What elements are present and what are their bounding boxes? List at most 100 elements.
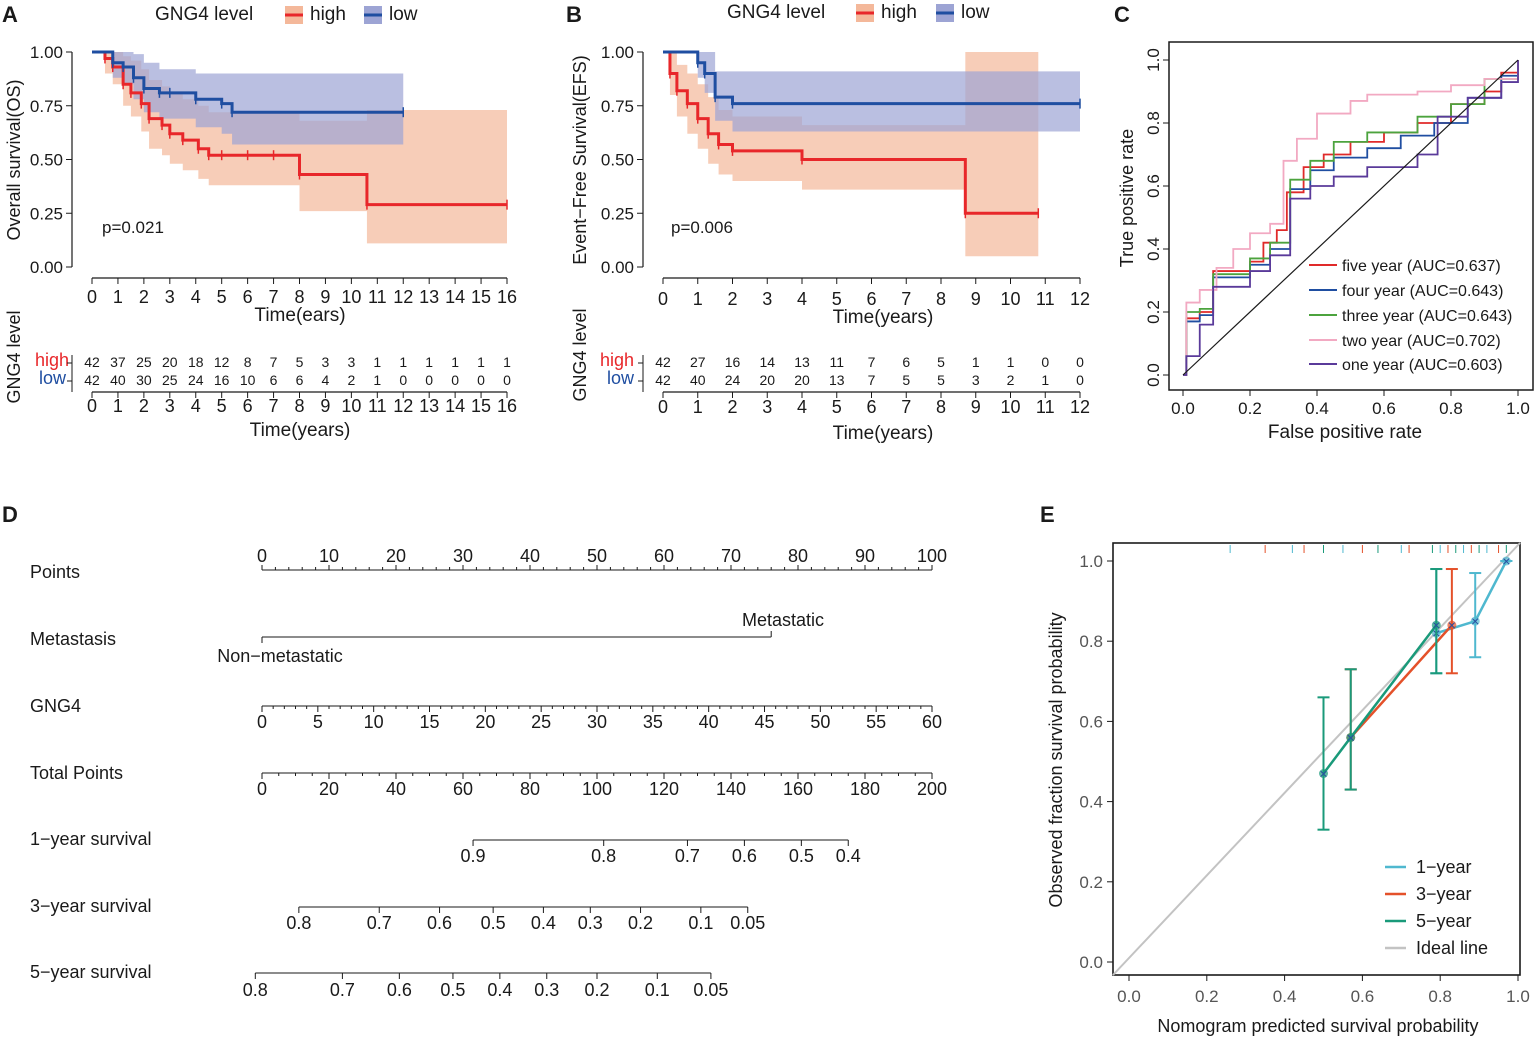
y-tick-label-c: 0.4 (1144, 237, 1163, 261)
gng4-tick-label: 60 (922, 712, 942, 732)
y-tick-label-b: 0.50 (601, 151, 634, 170)
risk-x-tick-label-a: 9 (320, 396, 330, 416)
survival-tick-label: 0.9 (461, 846, 486, 866)
risk-count-low-b: 0 (1076, 372, 1084, 388)
risk-x-tick-label-b: 6 (866, 397, 876, 417)
x-tick-label-e: 0.8 (1428, 987, 1452, 1006)
y-tick-label-a: 0.50 (30, 151, 63, 170)
risk-x-tick-label-a: 10 (341, 396, 361, 416)
risk-count-high-a: 1 (477, 354, 485, 370)
risk-count-high-a: 3 (347, 354, 355, 370)
risk-count-low-b: 5 (937, 372, 945, 388)
gng4-tick-label: 50 (810, 712, 830, 732)
calibration-cross-2: × (1319, 766, 1327, 782)
risk-count-low-a: 10 (240, 372, 256, 388)
risk-x-tick-label-a: 14 (445, 396, 465, 416)
risk-x-tick-label-a: 0 (87, 396, 97, 416)
chart-marks: 0.000.250.500.751.000 1 2 3 4 5 6 7 8 9 10 11 12 13 14… (30, 41, 1534, 1006)
survival-tick-label: 0.7 (330, 980, 355, 1000)
survival-tick-label: 0.1 (645, 980, 670, 1000)
risk-count-high-a: 25 (136, 354, 152, 370)
y-tick-label-b: 0.25 (601, 204, 634, 223)
survival-tick-label: 0.6 (387, 980, 412, 1000)
risk-x-tick-label-b: 2 (727, 397, 737, 417)
calibration-cross-2: × (1347, 729, 1355, 745)
total-points-tick-label: 0 (257, 779, 267, 799)
ylabel-c: True positive rate (1117, 129, 1137, 267)
y-tick-label-b: 0.75 (601, 97, 634, 116)
plot-frame-e (1112, 542, 1521, 976)
ci-band-high-b (663, 52, 1039, 257)
gng4-tick-label: 55 (866, 712, 886, 732)
x-tick-label-e: 0.4 (1273, 987, 1297, 1006)
x-tick-label-e: 1.0 (1506, 987, 1530, 1006)
survival-tick-label: 0.6 (427, 913, 452, 933)
x-tick-label-a: 2 (139, 287, 149, 307)
calibration-point-2 (1431, 620, 1441, 630)
risk-x-tick-label-b: 12 (1070, 397, 1090, 417)
gng4-tick-label: 35 (643, 712, 663, 732)
plot-frame-c (1168, 41, 1534, 391)
risk-count-low-a: 0 (451, 372, 459, 388)
nomogram-row-label: Metastasis (30, 629, 116, 649)
legend-label-four-c: four year (AUC=0.643) (1342, 283, 1503, 300)
y-tick-label-e: 1.0 (1079, 552, 1103, 571)
risk-count-low-a: 16 (214, 372, 230, 388)
risk-count-high-a: 1 (373, 354, 381, 370)
risk-count-low-b: 20 (794, 372, 810, 388)
x-tick-label-b: 7 (901, 289, 911, 309)
survival-tick-label: 0.7 (675, 846, 700, 866)
risk-count-high-b: 0 (1076, 354, 1084, 370)
x-tick-label-a: 5 (217, 287, 227, 307)
gng4-tick-label: 5 (313, 712, 323, 732)
risk-x-tick-label-b: 8 (936, 397, 946, 417)
pvalue-a: p=0.021 (102, 218, 164, 237)
gng4-tick-label: 0 (257, 712, 267, 732)
risk-count-high-b: 1 (1007, 354, 1015, 370)
x-tick-label-b: 5 (832, 289, 842, 309)
xlabel-a: Time(ears) (254, 305, 345, 326)
risk-count-high-b: 16 (725, 354, 741, 370)
survival-tick-label: 0.6 (732, 846, 757, 866)
risk-count-low-a: 40 (110, 372, 126, 388)
risk-x-tick-label-b: 4 (797, 397, 807, 417)
nomogram-row-label: GNG4 (30, 696, 81, 716)
x-tick-label-e: 0.2 (1195, 987, 1219, 1006)
points-tick-label: 50 (587, 546, 607, 566)
y-tick-label-a: 0.75 (30, 97, 63, 116)
risk-row-label-high-a: high (35, 350, 69, 370)
risk-count-high-b: 5 (937, 354, 945, 370)
nomogram-row-label: 1−year survival (30, 829, 152, 849)
points-tick-label: 90 (855, 546, 875, 566)
total-points-tick-label: 160 (783, 779, 813, 799)
risk-count-low-a: 1 (373, 372, 381, 388)
x-tick-label-a: 4 (191, 287, 201, 307)
total-points-tick-label: 140 (716, 779, 746, 799)
gng4-tick-label: 45 (754, 712, 774, 732)
x-tick-label-b: 3 (762, 289, 772, 309)
risk-count-low-a: 0 (425, 372, 433, 388)
total-points-tick-label: 120 (649, 779, 679, 799)
legend-label-one-c: one year (AUC=0.603) (1342, 357, 1503, 374)
risk-count-low-b: 7 (868, 372, 876, 388)
x-tick-label-b: 9 (971, 289, 981, 309)
metastasis-level-non-metastatic: Non−metastatic (217, 646, 343, 666)
nomogram-row-label: 5−year survival (30, 962, 152, 982)
calibration-point-2 (1346, 732, 1356, 742)
risk-ylabel-a: GNG4 level (4, 310, 24, 403)
xlabel-e: Nomogram predicted survival probability (1157, 1016, 1478, 1036)
ci-band-low-b (663, 52, 1080, 132)
x-tick-label-b: 12 (1070, 289, 1090, 309)
gng4-tick-label: 20 (475, 712, 495, 732)
x-tick-label-a: 1 (113, 287, 123, 307)
risk-count-low-b: 13 (829, 372, 845, 388)
survival-tick-label: 0.2 (628, 913, 653, 933)
risk-x-tick-label-a: 16 (497, 396, 517, 416)
legend-label-e: 5−year (1416, 911, 1472, 931)
pvalue-b: p=0.006 (671, 218, 733, 237)
risk-xlabel-b: Time(years) (833, 423, 934, 444)
risk-x-tick-label-b: 11 (1036, 397, 1055, 417)
legend-label-two-c: two year (AUC=0.702) (1342, 333, 1501, 350)
total-points-tick-label: 60 (453, 779, 473, 799)
